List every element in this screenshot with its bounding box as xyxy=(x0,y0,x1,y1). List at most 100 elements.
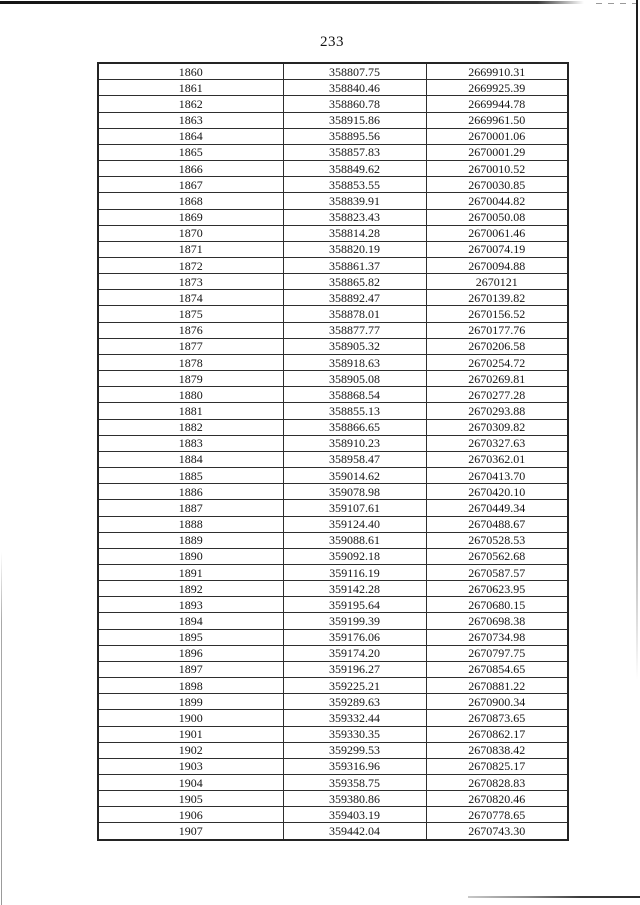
table-cell: 359092.18 xyxy=(282,547,427,565)
table-cell: 358866.65 xyxy=(282,418,427,436)
table-cell: 358839.91 xyxy=(282,192,427,210)
table-row: 1863 358915.86 2669961.50 xyxy=(97,111,569,129)
table-cell: 359174.20 xyxy=(282,644,427,662)
table-cell: 2670825.17 xyxy=(425,757,569,776)
table-row: 1887 359107.61 2670449.34 xyxy=(97,499,569,517)
coordinate-table: 1860 358807.75 2669910.31 1861 358840.46 2669… xyxy=(97,62,569,841)
table-row: 1906 359403.19 2670778.65 xyxy=(97,806,569,824)
table-cell: 2670050.08 xyxy=(425,208,569,226)
table-row: 1861 358840.46 2669925.39 xyxy=(97,79,569,97)
table-cell: 1897 xyxy=(97,660,284,679)
table-cell: 358868.54 xyxy=(282,386,427,404)
table-row: 1886 359078.98 2670420.10 xyxy=(97,483,569,501)
table-cell: 2670156.52 xyxy=(425,305,569,323)
table-cell: 358895.56 xyxy=(282,127,427,145)
table-cell: 2670881.22 xyxy=(425,677,569,695)
table-cell: 358840.46 xyxy=(282,79,427,97)
table-row: 1897 359196.27 2670854.65 xyxy=(97,660,569,679)
coordinate-table-body: 1860 358807.75 2669910.31 1861 358840.46 2669… xyxy=(97,62,569,841)
table-cell: 2670254.72 xyxy=(425,353,569,372)
table-cell: 1907 xyxy=(97,822,284,841)
table-cell: 2670139.82 xyxy=(425,289,569,307)
scan-artifact-top-edge xyxy=(0,1,584,4)
table-cell: 1901 xyxy=(97,725,284,743)
table-row: 1893 359195.64 2670680.15 xyxy=(97,596,569,614)
table-cell: 359142.28 xyxy=(282,580,427,598)
table-cell: 2670010.52 xyxy=(425,160,569,178)
table-cell: 1886 xyxy=(97,483,284,501)
table-cell: 1875 xyxy=(97,305,284,323)
table-cell: 359195.64 xyxy=(282,596,427,614)
table-cell: 2670001.29 xyxy=(425,143,569,162)
table-row: 1878 358918.63 2670254.72 xyxy=(97,353,569,372)
table-cell: 1870 xyxy=(97,224,284,242)
table-cell: 1869 xyxy=(97,208,284,226)
table-row: 1868 358839.91 2670044.82 xyxy=(97,192,569,210)
table-cell: 1861 xyxy=(97,79,284,97)
table-cell: 358958.47 xyxy=(282,450,427,469)
table-cell: 2670030.85 xyxy=(425,176,569,194)
table-row: 1892 359142.28 2670623.95 xyxy=(97,580,569,598)
table-row: 1901 359330.35 2670862.17 xyxy=(97,725,569,743)
scan-artifact-left-edge xyxy=(1,552,2,905)
table-cell: 2670061.46 xyxy=(425,224,569,242)
table-row: 1876 358877.77 2670177.76 xyxy=(97,321,569,339)
table-cell: 359332.44 xyxy=(282,709,427,727)
table-cell: 2670413.70 xyxy=(425,467,569,485)
table-cell: 2669944.78 xyxy=(425,95,569,113)
table-cell: 2670277.28 xyxy=(425,386,569,404)
table-cell: 1900 xyxy=(97,709,284,727)
table-row: 1870 358814.28 2670061.46 xyxy=(97,224,569,242)
table-cell: 1871 xyxy=(97,240,284,259)
table-cell: 2670743.30 xyxy=(425,822,569,841)
table-cell: 359196.27 xyxy=(282,660,427,679)
table-row: 1860 358807.75 2669910.31 xyxy=(97,62,569,81)
table-cell: 2670587.57 xyxy=(425,563,569,582)
table-row: 1907 359442.04 2670743.30 xyxy=(97,822,569,841)
table-cell: 2670778.65 xyxy=(425,806,569,824)
scan-artifact-bottom-edge xyxy=(468,896,640,898)
table-cell: 2670362.01 xyxy=(425,450,569,469)
table-cell: 1877 xyxy=(97,337,284,355)
table-cell: 1899 xyxy=(97,693,284,711)
scan-artifact-top-dashes xyxy=(596,3,636,4)
table-cell: 1906 xyxy=(97,806,284,824)
table-cell: 1888 xyxy=(97,515,284,533)
table-cell: 2670327.63 xyxy=(425,434,569,452)
table-cell: 358814.28 xyxy=(282,224,427,242)
table-cell: 2670680.15 xyxy=(425,596,569,614)
table-row: 1889 359088.61 2670528.53 xyxy=(97,531,569,549)
table-cell: 1893 xyxy=(97,596,284,614)
table-cell: 358807.75 xyxy=(282,62,427,81)
table-cell: 1866 xyxy=(97,160,284,178)
table-cell: 2670449.34 xyxy=(425,499,569,517)
table-cell: 1878 xyxy=(97,353,284,372)
table-row: 1880 358868.54 2670277.28 xyxy=(97,386,569,404)
table-cell: 359330.35 xyxy=(282,725,427,743)
table-cell: 2670734.98 xyxy=(425,628,569,646)
table-cell: 1881 xyxy=(97,402,284,420)
table-cell: 1879 xyxy=(97,370,284,388)
table-cell: 1860 xyxy=(97,62,284,81)
table-row: 1877 358905.32 2670206.58 xyxy=(97,337,569,355)
table-cell: 2669961.50 xyxy=(425,111,569,129)
table-cell: 359299.53 xyxy=(282,741,427,759)
table-cell: 359442.04 xyxy=(282,822,427,841)
table-row: 1898 359225.21 2670881.22 xyxy=(97,677,569,695)
table-cell: 2670420.10 xyxy=(425,483,569,501)
table-cell: 2670177.76 xyxy=(425,321,569,339)
table-cell: 359403.19 xyxy=(282,806,427,824)
table-cell: 359225.21 xyxy=(282,677,427,695)
table-cell: 359358.75 xyxy=(282,773,427,792)
table-row: 1902 359299.53 2670838.42 xyxy=(97,741,569,759)
table-row: 1885 359014.62 2670413.70 xyxy=(97,467,569,485)
table-cell: 358849.62 xyxy=(282,160,427,178)
table-row: 1879 358905.08 2670269.81 xyxy=(97,370,569,388)
table-cell: 2670838.42 xyxy=(425,741,569,759)
table-row: 1895 359176.06 2670734.98 xyxy=(97,628,569,646)
table-cell: 1885 xyxy=(97,467,284,485)
table-row: 1896 359174.20 2670797.75 xyxy=(97,644,569,662)
table-cell: 358860.78 xyxy=(282,95,427,113)
table-cell: 358853.55 xyxy=(282,176,427,194)
table-cell: 2670044.82 xyxy=(425,192,569,210)
